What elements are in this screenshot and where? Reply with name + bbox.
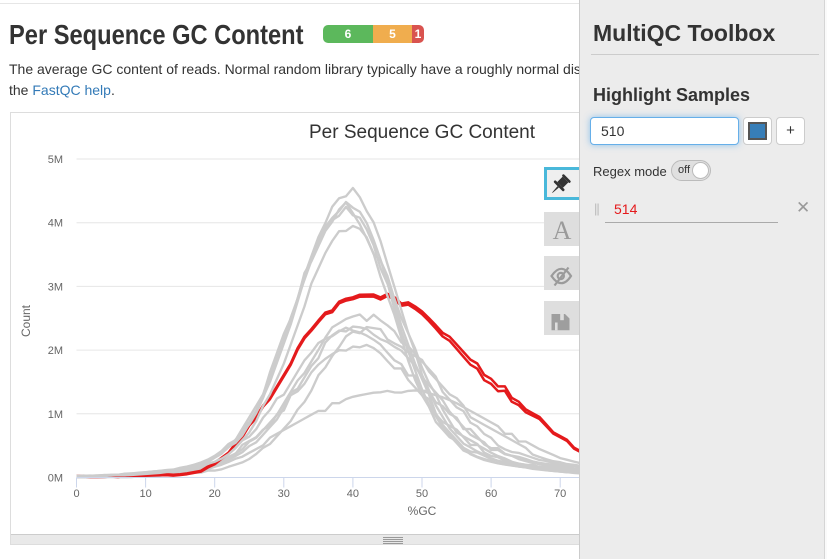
svg-text:%GC: %GC xyxy=(408,504,437,518)
svg-text:50: 50 xyxy=(416,488,428,500)
svg-text:40: 40 xyxy=(347,488,359,500)
svg-text:70: 70 xyxy=(554,488,566,500)
svg-text:20: 20 xyxy=(209,488,221,500)
svg-text:3M: 3M xyxy=(48,281,63,293)
svg-text:2M: 2M xyxy=(48,345,63,357)
svg-text:0M: 0M xyxy=(48,473,63,485)
svg-text:Per Sequence GC Content: Per Sequence GC Content xyxy=(309,122,536,143)
svg-text:60: 60 xyxy=(485,488,497,500)
svg-text:5M: 5M xyxy=(48,154,63,166)
svg-text:30: 30 xyxy=(278,488,290,500)
svg-text:0: 0 xyxy=(73,488,79,500)
svg-text:10: 10 xyxy=(139,488,151,500)
svg-text:4M: 4M xyxy=(48,218,63,230)
svg-text:Count: Count xyxy=(19,304,33,337)
svg-text:1M: 1M xyxy=(48,409,63,421)
